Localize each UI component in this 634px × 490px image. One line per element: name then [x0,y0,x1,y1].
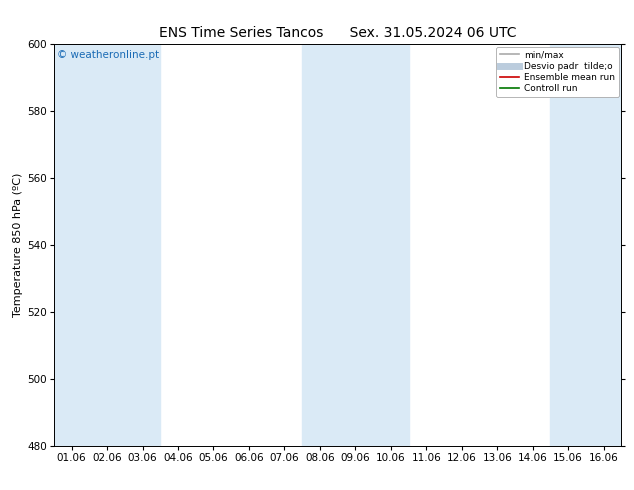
Y-axis label: Temperature 850 hPa (ºC): Temperature 850 hPa (ºC) [13,173,23,317]
Bar [337,44,373,446]
Bar [373,44,408,446]
Title: ENS Time Series Tancos      Sex. 31.05.2024 06 UTC: ENS Time Series Tancos Sex. 31.05.2024 0… [159,26,516,40]
Bar [125,44,160,446]
Bar [89,44,125,446]
Bar [550,44,586,446]
Bar [54,44,89,446]
Bar [586,44,621,446]
Text: © weatheronline.pt: © weatheronline.pt [56,50,159,60]
Legend: min/max, Desvio padr  tilde;o, Ensemble mean run, Controll run: min/max, Desvio padr tilde;o, Ensemble m… [496,47,619,97]
Bar [302,44,337,446]
